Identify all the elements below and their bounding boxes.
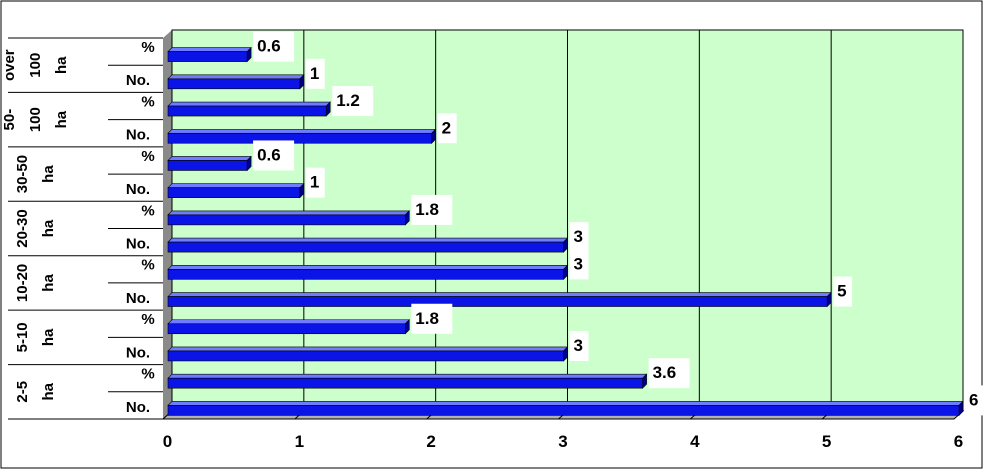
data-label: 1 (310, 173, 319, 192)
bar-top (167, 156, 252, 161)
bar (167, 241, 564, 253)
group-label: ha (40, 382, 57, 400)
data-label: 6 (969, 390, 978, 409)
bar (167, 51, 248, 62)
bar-top (167, 183, 305, 188)
bar-sub-label: No. (126, 290, 150, 307)
x-axis-ticks: 0 1 2 3 4 5 6 (163, 432, 963, 451)
bar-top (167, 319, 411, 325)
data-label-box (411, 303, 453, 334)
data-label: 2 (442, 118, 451, 137)
group-label: 100 (27, 107, 44, 132)
bar (167, 323, 406, 335)
data-label-box (253, 31, 295, 62)
bar-sub-label: No. (126, 399, 150, 416)
group-label: over (1, 49, 18, 81)
bar-sub-label: No. (126, 181, 150, 198)
group-label: ha (53, 56, 70, 74)
group-label: 30-50 (14, 155, 31, 193)
bar (167, 132, 432, 144)
bar-sub-label: No. (126, 127, 150, 144)
data-label-box (569, 330, 589, 361)
data-label-box (437, 113, 457, 144)
group-label: 2-5 (14, 381, 31, 403)
data-label: 3 (574, 336, 583, 355)
group-label: ha (53, 110, 70, 128)
bar-sub-label: % (141, 311, 154, 328)
bar (167, 160, 248, 171)
bar (167, 296, 828, 307)
bar-sub-label: % (141, 366, 154, 383)
data-label: 1.8 (415, 309, 439, 328)
group-label: 100 (27, 53, 44, 78)
data-label: 3.6 (653, 363, 677, 382)
data-label: 0.6 (257, 145, 281, 164)
group-label: 50- (1, 109, 18, 131)
group-label: ha (40, 165, 57, 183)
data-label: 1 (310, 64, 319, 83)
x-tick-label: 2 (426, 432, 435, 451)
category-labels: over 100 ha% No. 50- 100 ha% No. 30-50 ha% No. 20-3… (1, 37, 163, 420)
bar-sub-label: % (141, 202, 154, 219)
group-label: 20-30 (14, 209, 31, 247)
bar-top (167, 128, 437, 134)
data-label-box (569, 249, 589, 280)
bar (167, 78, 301, 90)
bar-sub-label: % (141, 257, 154, 274)
bar-sub-label: % (141, 39, 154, 56)
x-tick-label: 5 (822, 432, 831, 451)
bar (167, 187, 301, 198)
x-tick-label: 1 (295, 432, 304, 451)
data-label-box (305, 167, 325, 198)
bar-top (167, 74, 305, 80)
bar-sub-label: No. (126, 236, 150, 253)
bar-sub-label: No. (126, 72, 150, 89)
group-label: 10-20 (14, 264, 31, 302)
x-tick-label: 3 (558, 432, 567, 451)
bar-top (167, 210, 411, 216)
data-label: 3 (574, 254, 583, 273)
data-label-box (833, 276, 853, 307)
data-label-box (253, 140, 295, 171)
bar-sub-label: % (141, 148, 154, 165)
bar-sub-label: No. (126, 344, 150, 361)
bar-top (167, 101, 331, 107)
group-label: 5-10 (14, 322, 31, 352)
bar (167, 105, 327, 117)
data-label: 3 (574, 227, 583, 246)
x-tick-label: 4 (690, 432, 700, 451)
bars: 0.6 1 1.2 2 0.6 1 1.8 3 3 5 1.8 3 3.6 6 (167, 31, 983, 417)
bar (167, 377, 643, 389)
bar-top (167, 237, 569, 243)
bar (167, 350, 564, 362)
x-tick-label: 0 (163, 432, 172, 451)
bar (167, 269, 564, 280)
group-label: ha (40, 274, 57, 292)
data-label-box (648, 358, 690, 389)
data-label: 5 (837, 282, 846, 301)
bar-top (167, 401, 964, 406)
bar-top (167, 346, 569, 352)
bar (167, 405, 960, 416)
data-label-box (332, 86, 374, 117)
bar-top (167, 292, 832, 297)
data-label: 0.6 (257, 37, 281, 56)
bar-top (167, 265, 569, 270)
bar-top (167, 373, 648, 379)
data-label-box (965, 385, 983, 416)
data-label-box (569, 222, 589, 253)
bar (167, 214, 406, 226)
bar-sub-label: % (141, 93, 154, 110)
group-label: ha (40, 219, 57, 237)
data-label: 1.8 (415, 200, 439, 219)
group-label: ha (40, 328, 57, 346)
data-label-box (411, 194, 453, 225)
data-label-box (305, 58, 325, 89)
data-label: 1.2 (336, 91, 360, 110)
x-tick-label: 6 (954, 432, 963, 451)
bar-top (167, 47, 252, 52)
